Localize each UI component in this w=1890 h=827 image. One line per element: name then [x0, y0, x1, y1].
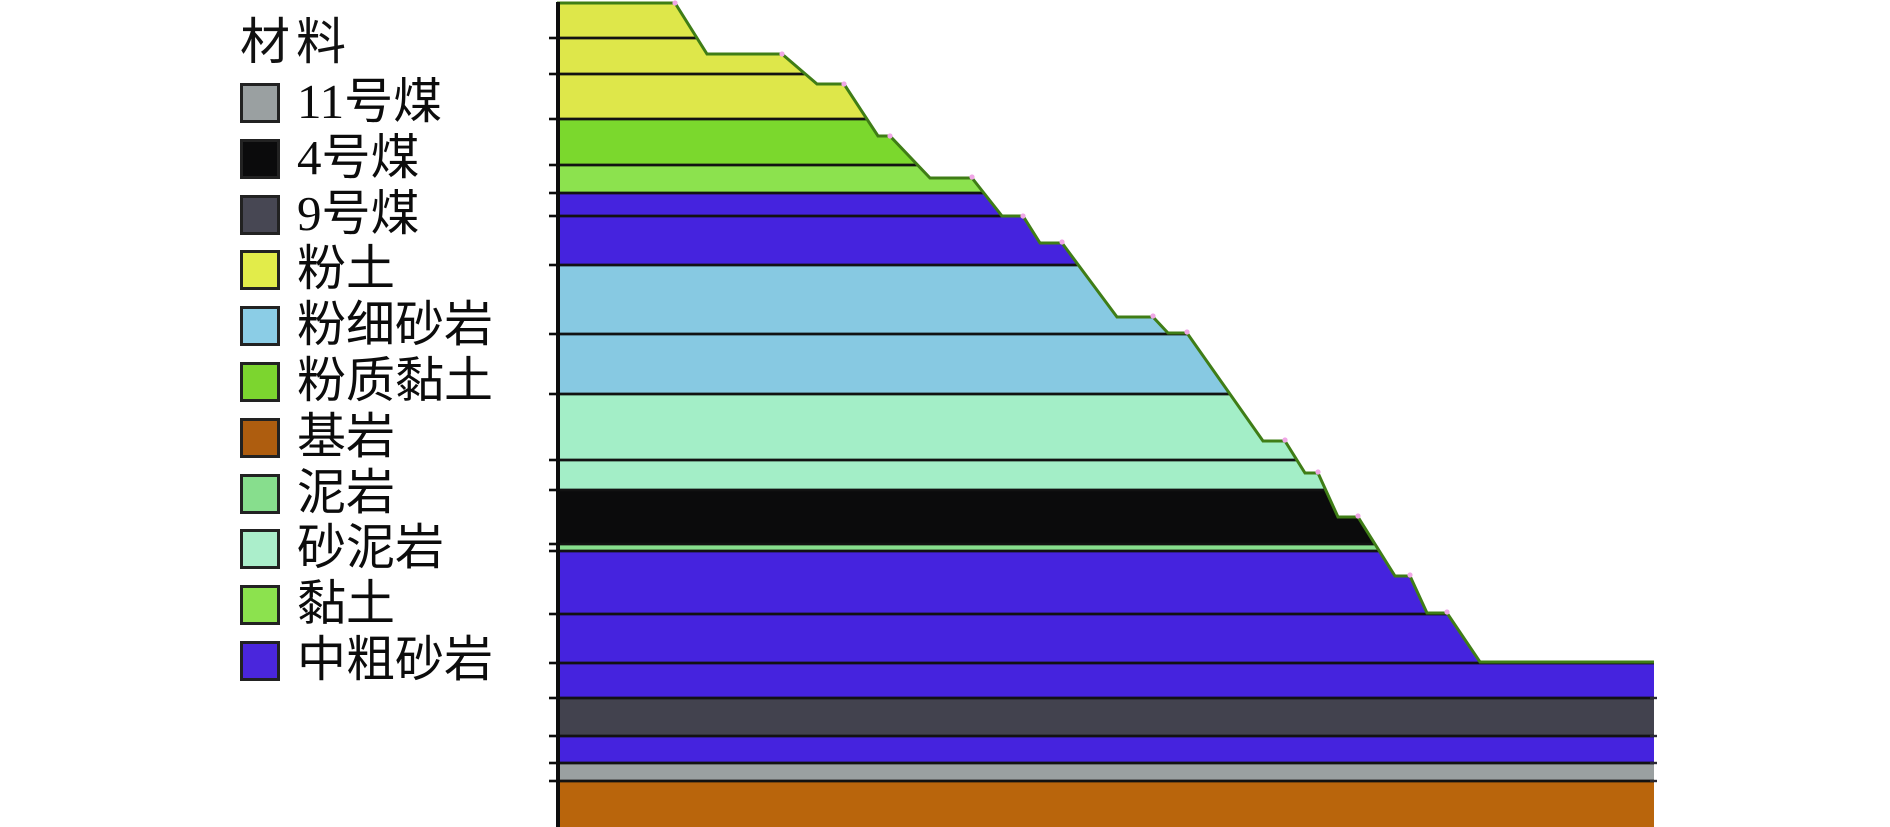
vertex-marker-dot — [1355, 513, 1361, 519]
legend-label: 11号煤 — [297, 73, 443, 129]
layer-砂泥岩 — [557, 394, 1654, 460]
layer-泥岩 — [557, 544, 1654, 551]
legend-label: 中粗砂岩 — [297, 631, 494, 687]
legend-item-泥岩: 泥岩 — [240, 468, 395, 517]
legend-label: 4号煤 — [297, 129, 420, 185]
vertex-marker-dot — [1020, 213, 1026, 219]
legend-label: 粉细砂岩 — [297, 296, 494, 352]
layer-黏土 — [557, 165, 1654, 193]
ground-surface-outline — [557, 1, 1654, 664]
legend-label: 黏土 — [297, 575, 396, 631]
vertex-marker-dot — [1150, 313, 1156, 319]
layer-中粗砂岩 — [557, 614, 1654, 663]
layer-粉质黏土 — [557, 119, 1654, 165]
layer-砂泥岩 — [557, 460, 1654, 490]
legend-item-黏土: 黏土 — [240, 579, 395, 628]
legend-label: 粉质黏土 — [297, 352, 494, 408]
layer-粉土 — [557, 74, 1654, 119]
layer-中粗砂岩 — [557, 216, 1654, 265]
vertex-marker-dot — [887, 133, 893, 139]
layer-9号煤 — [557, 698, 1654, 736]
legend-item-粉土: 粉土 — [240, 244, 395, 293]
legend-label: 粉土 — [297, 240, 396, 296]
vertex-marker-dot — [1407, 572, 1413, 578]
legend-item-11号煤: 11号煤 — [240, 77, 442, 126]
vertex-marker-dot — [672, 0, 678, 6]
layer-粉土 — [557, 3, 1654, 38]
vertex-marker-dot — [841, 81, 847, 87]
vertex-marker-dot — [779, 51, 785, 57]
layer-粉细砂岩 — [557, 334, 1654, 394]
layer-中粗砂岩 — [557, 663, 1654, 698]
layer-基岩 — [557, 781, 1654, 827]
layer-11号煤 — [557, 763, 1654, 781]
legend-item-基岩: 基岩 — [240, 412, 395, 461]
legend-swatch — [240, 306, 280, 346]
layer-粉土 — [557, 38, 1654, 74]
legend-item-粉质黏土: 粉质黏土 — [240, 356, 493, 405]
vertex-marker-dot — [1282, 437, 1288, 443]
legend-item-4号煤: 4号煤 — [240, 133, 420, 182]
legend-swatch — [240, 641, 280, 681]
legend-swatch — [240, 362, 280, 402]
legend-swatch — [240, 83, 280, 123]
layer-中粗砂岩 — [557, 551, 1654, 614]
legend-swatch — [240, 418, 280, 458]
vertex-marker-dot — [1444, 609, 1450, 615]
layer-中粗砂岩 — [557, 193, 1654, 216]
legend-item-9号煤: 9号煤 — [240, 189, 420, 238]
legend-swatch — [240, 139, 280, 179]
legend-swatch — [240, 474, 280, 514]
legend-title: 材料 — [240, 14, 352, 70]
legend-label: 9号煤 — [297, 185, 420, 241]
legend-label: 砂泥岩 — [297, 519, 445, 575]
legend-item-砂泥岩: 砂泥岩 — [240, 523, 444, 572]
legend-label: 基岩 — [297, 408, 396, 464]
vertex-marker-dot — [1184, 329, 1190, 335]
legend-label: 泥岩 — [297, 464, 396, 520]
layer-中粗砂岩 — [557, 736, 1654, 763]
legend-swatch — [240, 195, 280, 235]
material-legend: 材料 11号煤 4号煤 9号煤 粉土 粉细砂岩 粉质黏土 基岩 泥岩 砂泥岩 黏土 中粗砂岩 — [0, 0, 493, 827]
vertex-marker-dot — [1059, 239, 1065, 245]
legend-swatch — [240, 529, 280, 569]
layer-4号煤 — [557, 490, 1654, 544]
section-body — [557, 3, 1654, 827]
legend-item-粉细砂岩: 粉细砂岩 — [240, 300, 493, 349]
legend-swatch — [240, 585, 280, 625]
legend-item-中粗砂岩: 中粗砂岩 — [240, 635, 493, 684]
vertex-marker-dot — [969, 174, 975, 180]
vertex-marker-dot — [1315, 469, 1321, 475]
legend-swatch — [240, 250, 280, 290]
